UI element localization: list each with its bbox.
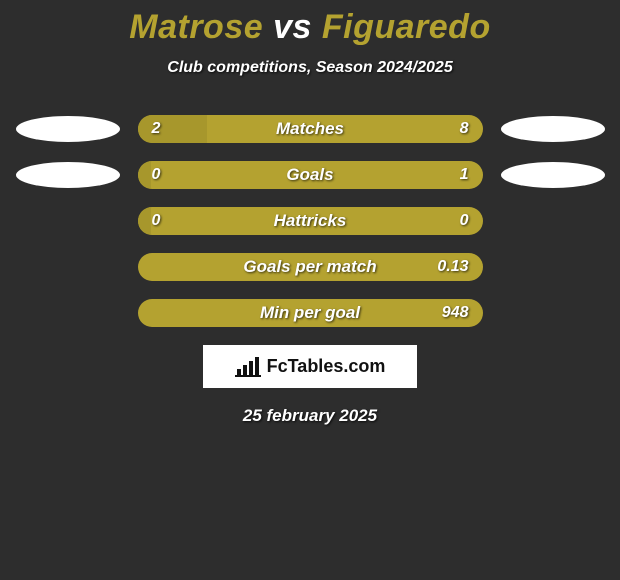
stat-bar: 0Hattricks0 bbox=[138, 207, 483, 235]
player2-name: Figuaredo bbox=[322, 8, 491, 46]
stat-bar: Goals per match0.13 bbox=[138, 253, 483, 281]
logo-text: FcTables.com bbox=[267, 356, 386, 377]
subtitle: Club competitions, Season 2024/2025 bbox=[0, 59, 620, 77]
stat-label: Goals bbox=[138, 161, 483, 189]
right-ellipse bbox=[501, 162, 605, 188]
stat-row: 0Hattricks0 bbox=[0, 207, 620, 235]
stat-row: 0Goals1 bbox=[0, 161, 620, 189]
left-gap bbox=[16, 300, 120, 326]
bar-chart-icon bbox=[235, 357, 261, 377]
page-title: Matrose vs Figuaredo bbox=[0, 8, 620, 47]
stat-label: Hattricks bbox=[138, 207, 483, 235]
stats-list: 2Matches80Goals10Hattricks0Goals per mat… bbox=[0, 115, 620, 327]
comparison-infographic: Matrose vs Figuaredo Club competitions, … bbox=[0, 0, 620, 426]
vs-text: vs bbox=[273, 8, 312, 46]
stat-label: Goals per match bbox=[138, 253, 483, 281]
stat-row: Goals per match0.13 bbox=[0, 253, 620, 281]
left-gap bbox=[16, 254, 120, 280]
right-gap bbox=[501, 208, 605, 234]
stat-row: Min per goal948 bbox=[0, 299, 620, 327]
stat-right-value: 0.13 bbox=[437, 253, 468, 281]
left-ellipse bbox=[16, 116, 120, 142]
date-text: 25 february 2025 bbox=[0, 406, 620, 426]
left-ellipse bbox=[16, 162, 120, 188]
stat-label: Min per goal bbox=[138, 299, 483, 327]
stat-right-value: 8 bbox=[460, 115, 469, 143]
stat-right-value: 0 bbox=[460, 207, 469, 235]
stat-row: 2Matches8 bbox=[0, 115, 620, 143]
stat-bar: Min per goal948 bbox=[138, 299, 483, 327]
stat-label: Matches bbox=[138, 115, 483, 143]
stat-bar: 2Matches8 bbox=[138, 115, 483, 143]
player1-name: Matrose bbox=[129, 8, 263, 46]
right-gap bbox=[501, 300, 605, 326]
right-gap bbox=[501, 254, 605, 280]
fctables-logo: FcTables.com bbox=[203, 345, 417, 388]
stat-right-value: 948 bbox=[442, 299, 469, 327]
stat-bar: 0Goals1 bbox=[138, 161, 483, 189]
left-gap bbox=[16, 208, 120, 234]
right-ellipse bbox=[501, 116, 605, 142]
stat-right-value: 1 bbox=[460, 161, 469, 189]
